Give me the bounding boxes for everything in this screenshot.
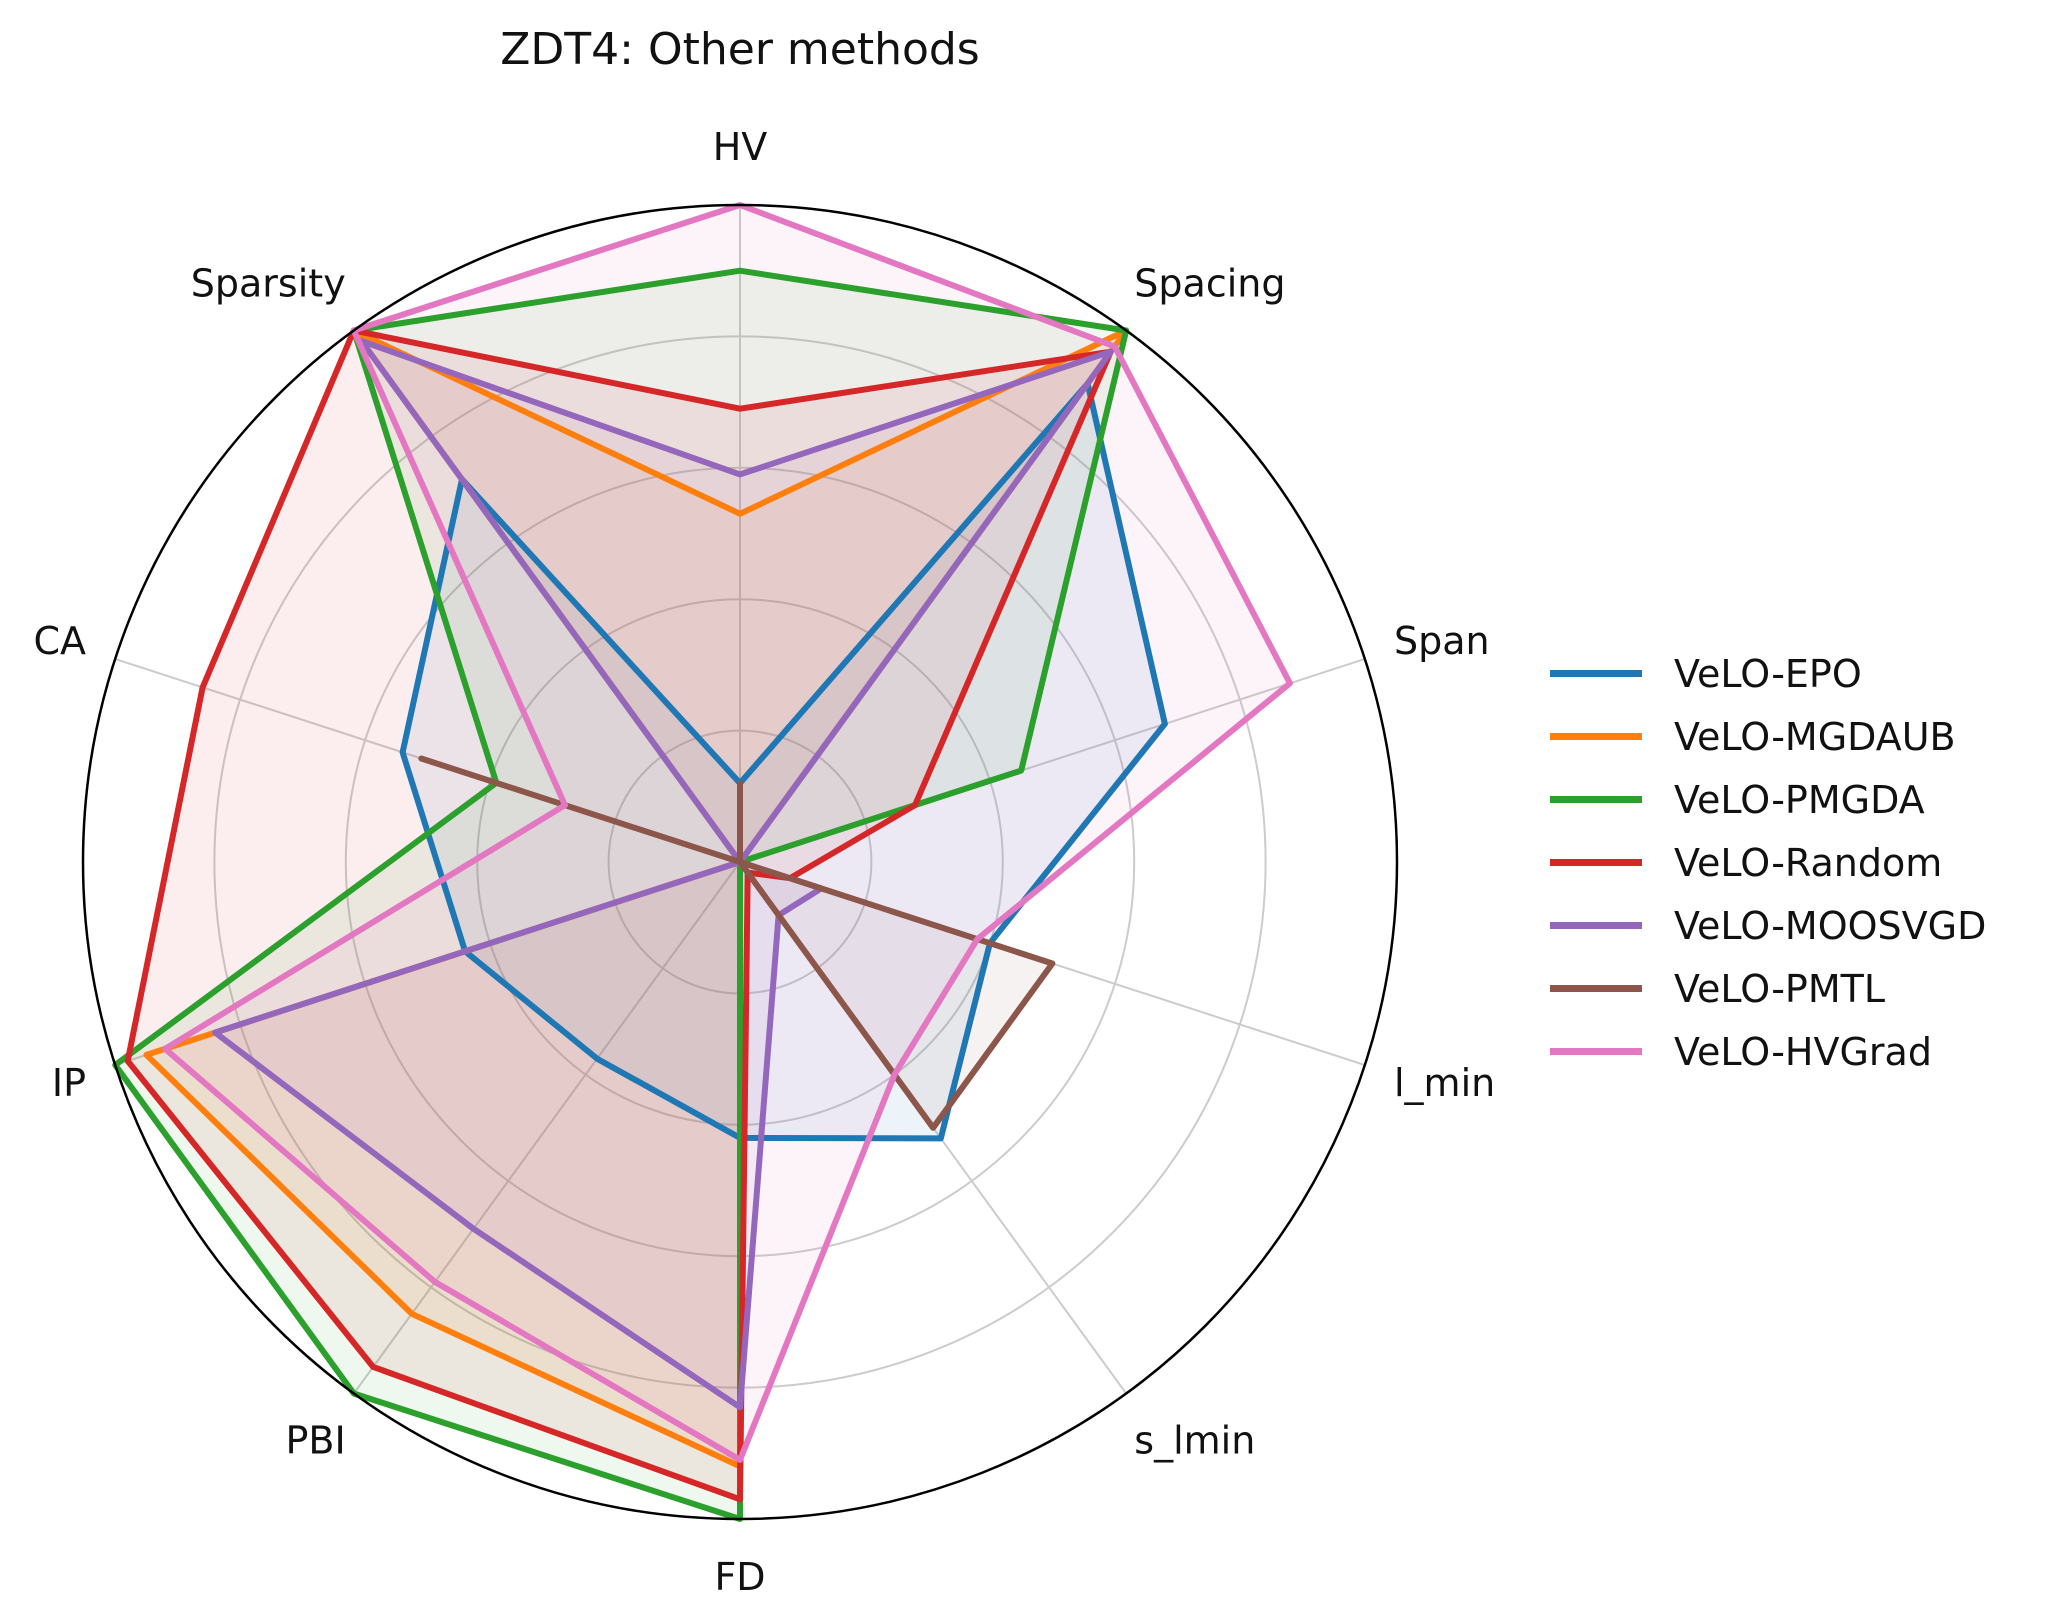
legend-label: VeLO-PMGDA	[1674, 777, 1925, 822]
axis-label-hv: HV	[713, 125, 768, 169]
outer-frame	[81, 203, 1399, 1521]
axis-label-ip: IP	[52, 1061, 86, 1105]
series-area-velo-pmgda	[115, 270, 1127, 1520]
legend-item-velo-pmtl: VeLO-PMTL	[1550, 957, 2050, 1020]
axis-label-span: Span	[1394, 619, 1490, 663]
legend-swatch	[1550, 796, 1642, 803]
legend-item-velo-random: VeLO-Random	[1550, 831, 2050, 894]
legend-swatch	[1550, 670, 1642, 677]
series-area-velo-hvgrad	[165, 205, 1290, 1460]
legend-swatch	[1550, 985, 1642, 992]
legend-swatch	[1550, 859, 1642, 866]
axis-label-s-lmin: s_lmin	[1134, 1418, 1255, 1462]
series-fills	[115, 205, 1290, 1520]
series-line-velo-hvgrad	[162, 202, 1293, 1463]
legend-label: VeLO-Random	[1674, 840, 1943, 885]
legend-swatch	[1550, 1048, 1642, 1055]
legend-label: VeLO-PMTL	[1674, 966, 1886, 1011]
legend-label: VeLO-MGDAUB	[1674, 714, 1956, 759]
legend-swatch	[1550, 922, 1642, 929]
axis-label-pbi: PBI	[285, 1418, 345, 1462]
legend-item-velo-moosvgd: VeLO-MOOSVGD	[1550, 894, 2050, 957]
series-line-velo-pmtl	[418, 755, 1056, 1131]
legend-item-velo-epo: VeLO-EPO	[1550, 642, 2050, 705]
grid-spoke	[353, 861, 741, 1395]
chart-title: ZDT4: Other methods	[500, 24, 979, 75]
legend-label: VeLO-EPO	[1674, 651, 1862, 696]
series-lines	[112, 202, 1293, 1522]
legend-swatch	[1550, 733, 1642, 740]
legend-label: VeLO-MOOSVGD	[1674, 903, 1987, 948]
legend-item-velo-hvgrad: VeLO-HVGrad	[1550, 1020, 2050, 1083]
series-line-velo-moosvgd	[212, 338, 1114, 1411]
legend: VeLO-EPO VeLO-MGDAUB VeLO-PMGDA VeLO-Random…	[1550, 642, 2050, 1083]
axis-label-fd: FD	[714, 1555, 765, 1599]
series-area-velo-moosvgd	[215, 341, 1111, 1408]
axis-label-sparsity: Sparsity	[191, 262, 346, 306]
axis-label-l-min: l_min	[1394, 1061, 1495, 1105]
legend-item-velo-mgdaub: VeLO-MGDAUB	[1550, 705, 2050, 768]
series-area-velo-random	[127, 330, 1111, 1500]
axis-labels: HV Spacing Span l_min s_lmin FD PBI IP CA Sparsit…	[33, 125, 1495, 1599]
series-line-velo-random	[124, 327, 1114, 1503]
series-line-velo-pmgda	[112, 267, 1130, 1522]
axis-label-ca: CA	[33, 619, 86, 663]
legend-item-velo-pmgda: VeLO-PMGDA	[1550, 768, 2050, 831]
axis-label-spacing: Spacing	[1134, 262, 1285, 306]
legend-label: VeLO-HVGrad	[1674, 1029, 1932, 1074]
series-area-velo-pmtl	[421, 758, 1053, 1128]
